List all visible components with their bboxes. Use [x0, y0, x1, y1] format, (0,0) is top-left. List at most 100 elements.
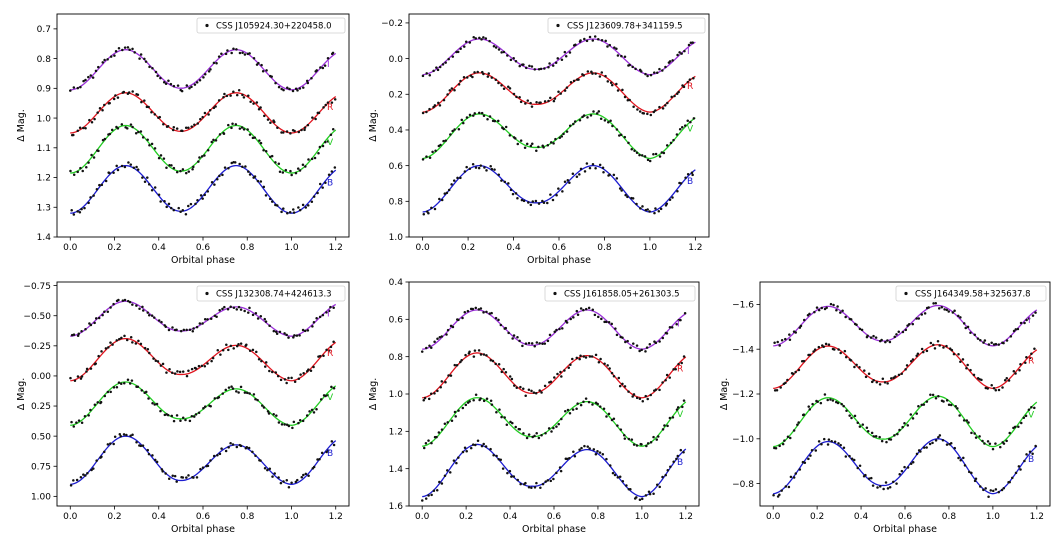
data-point [676, 53, 679, 57]
data-point [599, 117, 603, 121]
data-point [209, 405, 212, 408]
data-point [264, 365, 267, 368]
data-point [909, 413, 913, 416]
data-point [999, 445, 1002, 449]
data-point [293, 334, 296, 337]
data-point [206, 362, 209, 365]
data-point [900, 469, 904, 473]
data-point [560, 375, 563, 378]
data-point [624, 193, 627, 197]
data-point [915, 354, 918, 358]
data-point [179, 419, 182, 423]
data-point [160, 468, 164, 471]
data-point [789, 475, 793, 479]
data-point [139, 444, 143, 448]
data-point [90, 153, 93, 157]
data-point [858, 365, 861, 369]
data-point [471, 75, 474, 79]
data-point [446, 93, 449, 96]
data-point [178, 370, 182, 374]
data-point [162, 80, 166, 84]
data-point [427, 439, 430, 442]
y-tick-label: 0.50 [31, 432, 51, 442]
data-point [87, 161, 90, 164]
data-point [885, 440, 888, 444]
data-point [794, 370, 797, 374]
data-point [210, 140, 214, 144]
data-point [181, 476, 185, 479]
data-point [595, 112, 599, 115]
data-point [582, 308, 585, 312]
data-point [146, 311, 149, 314]
data-point [871, 484, 875, 487]
data-point [477, 166, 481, 170]
data-point [1012, 329, 1016, 333]
data-point [157, 319, 161, 322]
data-point [578, 173, 581, 176]
data-point [216, 177, 219, 181]
data-point [663, 104, 667, 107]
data-point [187, 204, 190, 208]
data-point [919, 450, 922, 453]
data-point [503, 416, 506, 419]
data-point [786, 435, 790, 438]
data-point [242, 128, 246, 131]
data-point [1012, 370, 1016, 373]
data-point [285, 479, 289, 482]
data-point [831, 399, 835, 402]
data-point [215, 315, 218, 318]
data-point [207, 113, 210, 116]
data-point [546, 201, 549, 205]
data-point [665, 144, 669, 147]
x-tick-label: 0.4 [152, 512, 167, 522]
data-point [588, 166, 592, 170]
data-point [139, 342, 143, 346]
data-point [433, 340, 436, 344]
data-point [560, 135, 564, 138]
data-point [427, 397, 431, 401]
data-point [618, 384, 622, 388]
data-point [125, 338, 129, 342]
data-point [464, 403, 468, 407]
data-point [206, 148, 210, 152]
data-point [197, 160, 200, 163]
data-point [459, 176, 462, 180]
data-point [848, 414, 851, 417]
y-tick-label: 0.2 [389, 90, 403, 100]
data-point [430, 346, 433, 350]
data-point [137, 339, 140, 343]
data-point [170, 164, 173, 167]
data-point [148, 65, 151, 69]
data-point [973, 479, 977, 483]
data-point [949, 442, 953, 445]
data-point [77, 419, 81, 422]
data-point [263, 114, 266, 118]
data-point [639, 207, 642, 210]
data-point [827, 438, 831, 441]
band-label-v: V [327, 138, 334, 148]
data-point [1001, 386, 1004, 389]
data-point [290, 173, 293, 177]
data-point [126, 299, 130, 303]
data-point [620, 189, 623, 192]
data-point [780, 489, 783, 492]
data-point [182, 328, 186, 332]
data-point [584, 397, 588, 400]
band-label-b: B [327, 178, 333, 188]
data-point [773, 389, 777, 392]
data-point [443, 474, 447, 477]
data-point [648, 159, 652, 163]
data-point [325, 311, 328, 314]
data-point [72, 333, 76, 336]
data-point [479, 164, 483, 167]
data-point [212, 454, 216, 458]
data-point [260, 359, 263, 363]
data-point [468, 113, 472, 117]
data-point [582, 400, 585, 404]
data-point [815, 306, 819, 309]
data-point [437, 431, 441, 434]
data-point [185, 328, 188, 332]
data-point [879, 485, 882, 488]
data-point [1024, 361, 1027, 364]
data-point [270, 75, 273, 78]
